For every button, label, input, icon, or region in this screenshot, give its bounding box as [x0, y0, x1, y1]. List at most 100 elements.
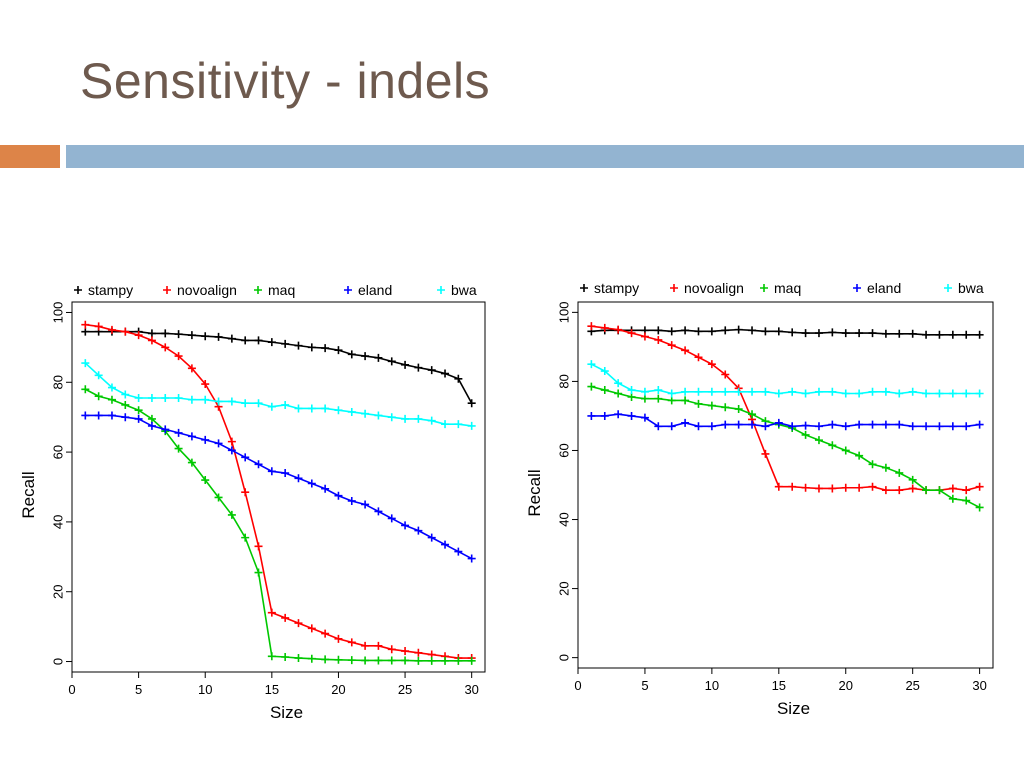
series-stampy-point [214, 332, 223, 341]
series-maq-point [922, 486, 931, 495]
series-novoalign-point [281, 613, 290, 622]
series-novoalign-point [147, 336, 156, 345]
series-bwa-point [774, 389, 783, 398]
series-stampy-point [454, 374, 463, 383]
series-maq-point [347, 656, 356, 665]
series-maq-point [627, 392, 636, 401]
series-novoalign-point [161, 343, 170, 352]
series-novoalign-point [707, 360, 716, 369]
series-maq-point [975, 503, 984, 512]
series-eland-point [294, 474, 303, 483]
series-bwa-point [294, 404, 303, 413]
series-bwa-point [627, 386, 636, 395]
series-stampy-point [694, 327, 703, 336]
legend-marker-maq [760, 284, 768, 292]
series-eland-point [614, 410, 623, 419]
series-novoalign-point [254, 542, 263, 551]
series-eland-point [855, 420, 864, 429]
legend-marker-novoalign [670, 284, 678, 292]
series-stampy-point [321, 344, 330, 353]
series-maq-point [868, 460, 877, 469]
legend-marker-eland [344, 286, 352, 294]
series-bwa-point [214, 397, 223, 406]
series-stampy-point [281, 339, 290, 348]
series-bwa-point [321, 404, 330, 413]
series-bwa-point [814, 387, 823, 396]
series-bwa-point [614, 379, 623, 388]
legend-label-stampy: stampy [594, 280, 639, 296]
series-bwa-point [241, 399, 250, 408]
series-novoalign-point [681, 346, 690, 355]
series-stampy-point [254, 336, 263, 345]
series-bwa-point [281, 400, 290, 409]
series-bwa-point [908, 387, 917, 396]
series-bwa-point [587, 360, 596, 369]
series-maq-point [134, 406, 143, 415]
series-stampy-point [935, 330, 944, 339]
series-maq-point [748, 410, 757, 419]
series-stampy-point [401, 360, 410, 369]
series-maq-point [281, 652, 290, 661]
series-eland-line [85, 414, 473, 560]
series-maq-point [814, 436, 823, 445]
series-bwa-point [721, 387, 730, 396]
series-stampy-point [334, 346, 343, 355]
series-bwa-point [347, 407, 356, 416]
series-maq-point [427, 656, 436, 665]
series-eland-point [134, 414, 143, 423]
series-stampy-point [761, 327, 770, 336]
series-maq-point [935, 486, 944, 495]
series-novoalign-point [81, 320, 90, 329]
series-eland-point [734, 420, 743, 429]
series-stampy-point [241, 336, 250, 345]
series-stampy-point [908, 329, 917, 338]
series-eland-point [935, 422, 944, 431]
series-stampy-point [347, 350, 356, 359]
series-maq-point [81, 385, 90, 394]
series-eland-point [241, 453, 250, 462]
series-eland-point [640, 413, 649, 422]
x-tick-label: 0 [574, 678, 581, 693]
series-eland-point [441, 540, 450, 549]
series-novoalign-point [321, 629, 330, 638]
series-eland-point [307, 479, 316, 488]
series-eland-point [922, 422, 931, 431]
series-bwa-point [254, 399, 263, 408]
series-novoalign-point [307, 624, 316, 633]
series-novoalign-point [174, 352, 183, 361]
series-eland-point [788, 422, 797, 431]
accent-bar-blue [66, 145, 1024, 168]
series-bwa-point [734, 387, 743, 396]
series-bwa-point [707, 387, 716, 396]
series-stampy-point [814, 329, 823, 338]
series-eland-point [201, 435, 210, 444]
x-tick-label: 15 [265, 682, 279, 697]
y-tick-label: 60 [50, 445, 65, 459]
series-stampy-point [774, 327, 783, 336]
series-stampy-point [414, 363, 423, 372]
series-eland-point [267, 467, 276, 476]
series-maq-point [467, 656, 476, 665]
series-novoalign-point [387, 645, 396, 654]
series-bwa-point [147, 393, 156, 402]
series-bwa-point [401, 414, 410, 423]
series-novoalign-point [962, 486, 971, 495]
x-tick-label: 20 [839, 678, 853, 693]
y-tick-label: 20 [50, 584, 65, 598]
series-maq-point [241, 533, 250, 542]
series-maq-point [681, 396, 690, 405]
legend-marker-novoalign [163, 286, 171, 294]
series-eland-point [975, 420, 984, 429]
series-novoalign-point [121, 327, 130, 336]
series-stampy-point [307, 343, 316, 352]
series-novoalign-point [600, 323, 609, 332]
legend-marker-maq [254, 286, 262, 294]
series-bwa-point [174, 393, 183, 402]
series-maq-point [640, 394, 649, 403]
series-novoalign-point [667, 341, 676, 350]
y-tick-label: 0 [556, 654, 571, 661]
x-tick-label: 15 [772, 678, 786, 693]
series-eland-point [721, 420, 730, 429]
series-stampy-point [467, 399, 476, 408]
